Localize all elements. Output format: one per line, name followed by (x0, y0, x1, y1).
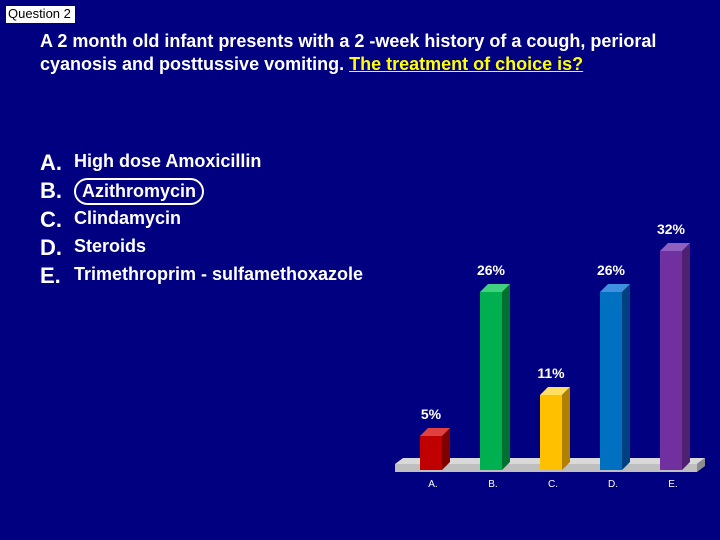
choice-row[interactable]: B.Azithromycin (40, 178, 363, 205)
choice-row[interactable]: C.Clindamycin (40, 207, 363, 233)
choice-letter: D. (40, 235, 74, 261)
question-stem: A 2 month old infant presents with a 2 -… (40, 30, 700, 75)
circled-answer: Azithromycin (74, 178, 204, 205)
bar-side (622, 284, 630, 470)
value-label: 11% (526, 365, 576, 381)
question-label: Question 2 (6, 6, 75, 23)
category-label: C. (538, 479, 568, 490)
plot-area: 5% 26% 11% 26% 32% (400, 210, 700, 470)
choice-text: Steroids (74, 235, 146, 261)
category-label: D. (598, 479, 628, 490)
choice-row[interactable]: A.High dose Amoxicillin (40, 150, 363, 176)
bar-front (420, 436, 442, 470)
answer-choices: A.High dose AmoxicillinB.AzithromycinC.C… (40, 150, 363, 291)
choice-letter: C. (40, 207, 74, 233)
choice-text: High dose Amoxicillin (74, 150, 261, 176)
choice-text: Clindamycin (74, 207, 181, 233)
value-label: 26% (466, 262, 516, 278)
bar-front (480, 292, 502, 470)
choice-letter: B. (40, 178, 74, 205)
category-label: E. (658, 479, 688, 490)
results-chart: 5% 26% 11% 26% 32% A. B. C. D. E. (400, 190, 700, 520)
value-label: 26% (586, 262, 636, 278)
value-label: 5% (406, 406, 456, 422)
category-label: B. (478, 479, 508, 490)
choice-letter: A. (40, 150, 74, 176)
choice-row[interactable]: D.Steroids (40, 235, 363, 261)
value-label: 32% (646, 221, 696, 237)
bar-front (540, 395, 562, 470)
bar-front (660, 251, 682, 470)
bar-side (562, 387, 570, 470)
bar-front (600, 292, 622, 470)
bar-side (682, 243, 690, 470)
choice-row[interactable]: E.Trimethroprim - sulfamethoxazole (40, 263, 363, 289)
choice-letter: E. (40, 263, 74, 289)
choice-text: Azithromycin (74, 178, 204, 205)
stem-highlight: The treatment of choice is? (349, 54, 583, 74)
category-label: A. (418, 479, 448, 490)
choice-text: Trimethroprim - sulfamethoxazole (74, 263, 363, 289)
bar-side (502, 284, 510, 470)
